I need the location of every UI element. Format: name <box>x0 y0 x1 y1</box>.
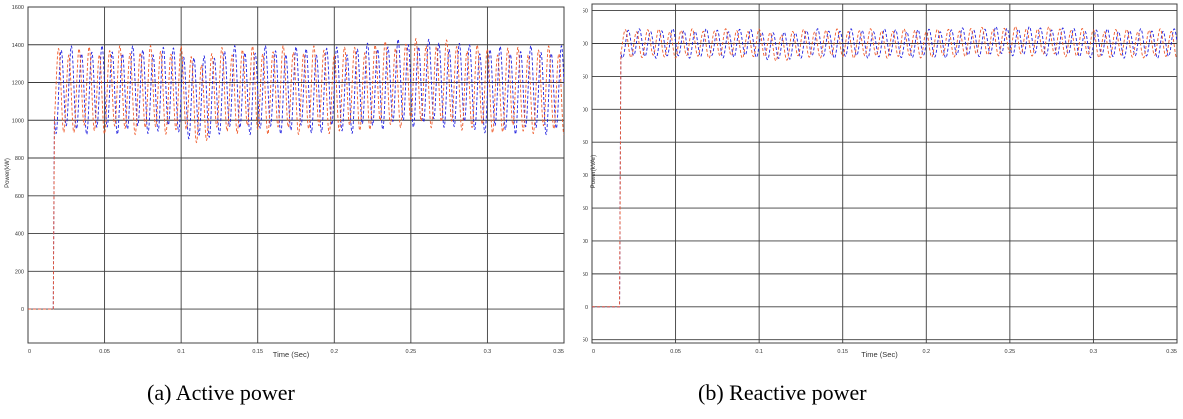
y-tick-label: 600 <box>15 194 24 200</box>
y-tick-label: 0 <box>21 307 24 313</box>
x-tick-label: 0.25 <box>405 349 416 355</box>
y-tick-label: 350 <box>583 74 588 80</box>
reactive-power-caption: (b) Reactive power <box>698 380 867 405</box>
y-tick-label: 800 <box>15 156 24 162</box>
x-tick-label: 0.05 <box>670 349 681 355</box>
x-tick-label: 0.1 <box>755 349 763 355</box>
y-tick-label: 100 <box>583 239 588 245</box>
plot-area <box>27 6 565 344</box>
x-tick-label: 0.15 <box>837 349 848 355</box>
x-tick-label: 0 <box>592 349 595 355</box>
x-tick-label: 0.35 <box>1166 349 1177 355</box>
active-power-caption: (a) Active power <box>147 380 295 405</box>
y-tick-label: 450 <box>583 9 588 15</box>
y-tick-label: 200 <box>583 173 588 179</box>
active-power-panel: 0 0.05 0.1 0.15 0.2 0.25 0.3 0.35 0 200 400 600 800 1… <box>0 0 575 419</box>
y-tick-label: 200 <box>15 269 24 275</box>
active-series-blue-line <box>28 38 564 310</box>
y-tick-label: 1200 <box>12 81 24 87</box>
x-tick-label: 0.3 <box>484 349 492 355</box>
y-axis-label: Power(kVAr) <box>591 155 597 189</box>
y-axis-label: Power(kW) <box>5 158 11 188</box>
x-tick-label: 0.25 <box>1004 349 1015 355</box>
plot-area <box>591 3 1178 344</box>
x-tick-label: 0.35 <box>553 349 564 355</box>
x-tick-label: 0 <box>28 349 31 355</box>
y-tick-label: 300 <box>583 107 588 113</box>
x-tick-label: 0.3 <box>1090 349 1098 355</box>
x-tick-label: 0.05 <box>99 349 110 355</box>
y-tick-label: 0 <box>585 305 588 311</box>
x-tick-label: 0.2 <box>922 349 930 355</box>
x-axis-label: Time (Sec) <box>273 350 310 359</box>
y-tick-label: 150 <box>583 206 588 212</box>
x-tick-label: 0.15 <box>252 349 263 355</box>
active-power-chart: 0 0.05 0.1 0.15 0.2 0.25 0.3 0.35 0 200 400 600 800 1… <box>5 5 565 359</box>
x-tick-label: 0.2 <box>330 349 338 355</box>
y-tick-label: 1600 <box>12 5 24 11</box>
y-tick-label: 250 <box>583 140 588 146</box>
x-tick-label: 0.1 <box>177 349 185 355</box>
y-tick-label: 1000 <box>12 118 24 124</box>
y-tick-label: 50 <box>583 272 588 278</box>
y-tick-label: -50 <box>583 338 588 344</box>
y-tick-label: 400 <box>15 232 24 238</box>
y-tick-label: 400 <box>583 41 588 47</box>
active-series-red-line <box>28 37 564 310</box>
y-tick-label: 1400 <box>12 43 24 49</box>
reactive-power-chart: 0 0.05 0.1 0.15 0.2 0.25 0.3 0.35 -50 0 50 100 150 20… <box>583 3 1178 359</box>
x-axis-label: Time (Sec) <box>861 350 898 359</box>
reactive-series-red-line <box>592 25 1177 308</box>
reactive-power-panel: 0 0.05 0.1 0.15 0.2 0.25 0.3 0.35 -50 0 50 100 150 20… <box>583 0 1183 419</box>
